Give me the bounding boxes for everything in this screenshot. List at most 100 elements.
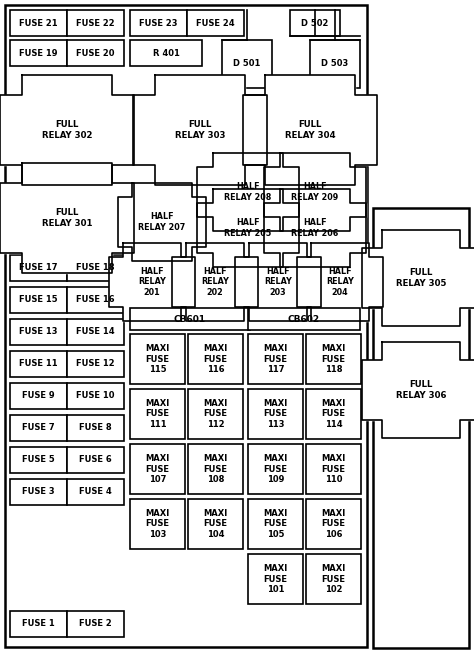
Text: MAXI
FUSE
115: MAXI FUSE 115	[146, 344, 170, 374]
Text: HALF
RELAY 205: HALF RELAY 205	[224, 218, 272, 238]
Text: FUSE 7: FUSE 7	[22, 424, 55, 432]
Polygon shape	[362, 342, 474, 438]
Bar	[310, 40, 360, 88]
Text: HALF
RELAY 206: HALF RELAY 206	[292, 218, 338, 238]
Text: MAXI
FUSE
112: MAXI FUSE 112	[203, 399, 228, 429]
Bar	[130, 389, 185, 439]
Text: FULL
RELAY 303: FULL RELAY 303	[175, 121, 225, 140]
Bar	[67, 479, 124, 505]
Bar	[67, 383, 124, 409]
Text: MAXI
FUSE
110: MAXI FUSE 110	[321, 454, 346, 484]
Text: FULL
RELAY 302: FULL RELAY 302	[42, 121, 92, 140]
Text: MAXI
FUSE
114: MAXI FUSE 114	[321, 399, 346, 429]
Text: FUSE 9: FUSE 9	[22, 391, 55, 400]
Bar	[10, 479, 67, 505]
Text: FUSE 16: FUSE 16	[76, 295, 115, 304]
Bar	[130, 10, 187, 36]
Text: HALF
RELAY 207: HALF RELAY 207	[138, 213, 186, 231]
Text: FUSE 15: FUSE 15	[19, 295, 58, 304]
Text: FULL
RELAY 305: FULL RELAY 305	[396, 269, 446, 288]
Bar	[67, 351, 124, 377]
Bar	[10, 447, 67, 473]
Polygon shape	[243, 75, 377, 185]
Text: MAXI
FUSE
113: MAXI FUSE 113	[264, 399, 288, 429]
Text: MAXI
FUSE
116: MAXI FUSE 116	[203, 344, 228, 374]
Text: FUSE 4: FUSE 4	[79, 488, 112, 497]
Text: FUSE 11: FUSE 11	[19, 359, 58, 368]
Polygon shape	[172, 243, 258, 321]
Text: D 501: D 501	[233, 59, 261, 68]
Bar	[306, 389, 361, 439]
Text: MAXI
FUSE
118: MAXI FUSE 118	[321, 344, 346, 374]
Text: CB602: CB602	[288, 314, 320, 323]
Bar	[248, 308, 360, 330]
Bar	[130, 334, 185, 384]
Bar	[248, 499, 303, 549]
Text: HALF
RELAY
203: HALF RELAY 203	[264, 267, 292, 297]
Text: MAXI
FUSE
103: MAXI FUSE 103	[146, 509, 170, 539]
Text: FUSE 14: FUSE 14	[76, 327, 115, 336]
Polygon shape	[197, 189, 299, 267]
Polygon shape	[264, 189, 366, 267]
Text: FUSE 22: FUSE 22	[76, 18, 115, 27]
Bar	[306, 554, 361, 604]
Bar	[188, 444, 243, 494]
Text: MAXI
FUSE
107: MAXI FUSE 107	[146, 454, 170, 484]
Text: FULL
RELAY 304: FULL RELAY 304	[285, 121, 335, 140]
Text: FUSE 18: FUSE 18	[76, 263, 115, 273]
Bar	[67, 287, 124, 313]
Text: R 401: R 401	[153, 48, 180, 57]
Text: FUSE 24: FUSE 24	[196, 18, 235, 27]
Text: MAXI
FUSE
117: MAXI FUSE 117	[264, 344, 288, 374]
Text: HALF
RELAY
204: HALF RELAY 204	[326, 267, 354, 297]
Bar	[10, 383, 67, 409]
Bar	[373, 208, 469, 648]
Polygon shape	[264, 153, 366, 231]
Polygon shape	[235, 243, 321, 321]
Bar	[306, 499, 361, 549]
Bar	[248, 334, 303, 384]
Polygon shape	[0, 163, 134, 273]
Bar	[130, 40, 202, 66]
Bar	[306, 444, 361, 494]
Text: HALF
RELAY 208: HALF RELAY 208	[224, 183, 272, 201]
Text: FUSE 13: FUSE 13	[19, 327, 58, 336]
Polygon shape	[197, 153, 299, 231]
Text: MAXI
FUSE
101: MAXI FUSE 101	[264, 564, 288, 594]
Text: MAXI
FUSE
106: MAXI FUSE 106	[321, 509, 346, 539]
Text: D 503: D 503	[321, 59, 348, 68]
Text: MAXI
FUSE
104: MAXI FUSE 104	[203, 509, 228, 539]
Text: FUSE 5: FUSE 5	[22, 456, 55, 464]
Bar	[67, 611, 124, 637]
Text: FULL
RELAY 301: FULL RELAY 301	[42, 208, 92, 228]
Bar	[5, 5, 367, 647]
Bar	[10, 415, 67, 441]
Bar	[67, 10, 124, 36]
Text: FUSE 20: FUSE 20	[76, 48, 115, 57]
Bar	[222, 40, 272, 88]
Text: FUSE 8: FUSE 8	[79, 424, 112, 432]
Text: MAXI
FUSE
102: MAXI FUSE 102	[321, 564, 346, 594]
Text: HALF
RELAY
201: HALF RELAY 201	[138, 267, 166, 297]
Polygon shape	[297, 243, 383, 321]
Text: FUSE 2: FUSE 2	[79, 619, 112, 629]
Text: FUSE 10: FUSE 10	[76, 391, 115, 400]
Text: MAXI
FUSE
105: MAXI FUSE 105	[264, 509, 288, 539]
Text: D 502: D 502	[301, 18, 328, 27]
Bar	[10, 611, 67, 637]
Text: FUSE 21: FUSE 21	[19, 18, 58, 27]
Bar	[67, 415, 124, 441]
Bar	[248, 389, 303, 439]
Bar	[10, 319, 67, 345]
Text: MAXI
FUSE
111: MAXI FUSE 111	[146, 399, 170, 429]
Polygon shape	[118, 183, 206, 261]
Bar	[130, 499, 185, 549]
Bar	[67, 319, 124, 345]
Text: FUSE 1: FUSE 1	[22, 619, 55, 629]
Bar	[188, 499, 243, 549]
Bar	[188, 334, 243, 384]
Text: FUSE 17: FUSE 17	[19, 263, 58, 273]
Bar	[130, 308, 250, 330]
Bar	[306, 334, 361, 384]
Text: FUSE 6: FUSE 6	[79, 456, 112, 464]
